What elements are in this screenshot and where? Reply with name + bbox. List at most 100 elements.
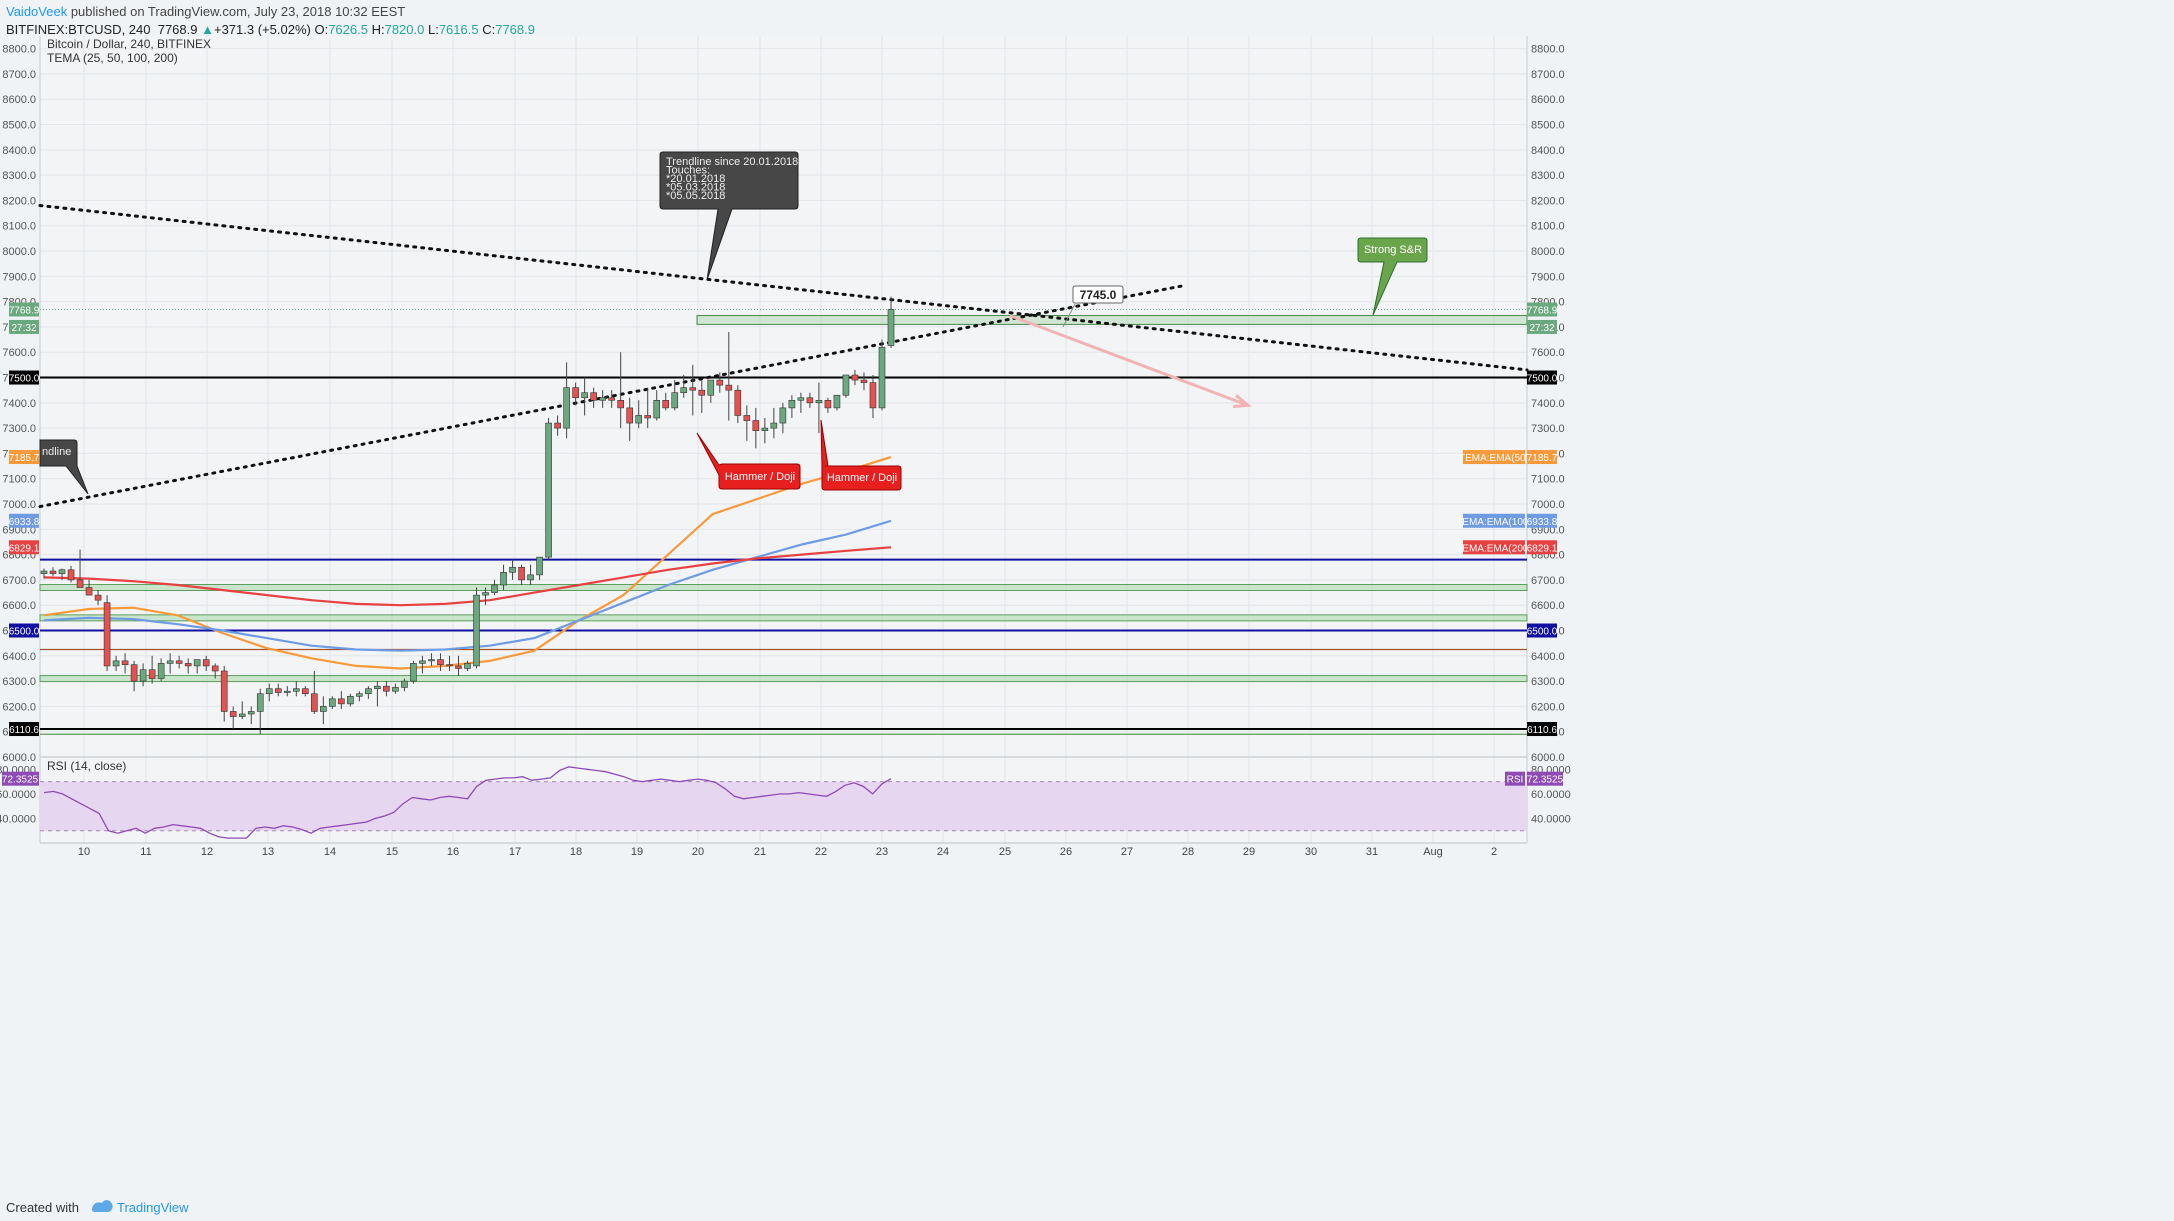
candle-body xyxy=(184,663,192,667)
candle-body xyxy=(833,394,841,409)
x-tick-label: Aug xyxy=(1423,846,1443,858)
trendline-note-line: *05.03.2018 xyxy=(666,182,725,194)
candle-body xyxy=(320,706,327,712)
rsi-right-tick: 60.0000 xyxy=(1531,789,1571,801)
candle-body xyxy=(761,427,769,431)
candle-body xyxy=(770,422,778,429)
price-pane xyxy=(40,36,1527,757)
published-text: published on TradingView.com, July 23, 2… xyxy=(67,4,406,19)
candle-body xyxy=(148,669,156,679)
right-tick-label: 8500.0 xyxy=(1531,120,1565,132)
candle-body xyxy=(635,415,643,424)
x-tick-label: 18 xyxy=(570,846,582,858)
candle-body xyxy=(464,663,471,669)
rsi-value-tag-right-text: 72.3525 xyxy=(1527,775,1564,786)
author-link[interactable]: VaidoVeek xyxy=(6,4,68,19)
x-tick-label: 12 xyxy=(201,846,213,858)
tema-label-text: TEMA:EMA(200) xyxy=(1456,543,1532,554)
left-price-tag xyxy=(9,319,39,334)
x-tick-label: 19 xyxy=(631,846,643,858)
x-tick-label: 30 xyxy=(1305,846,1317,858)
left-price-tag xyxy=(9,450,39,465)
right-tick-label: 6600.0 xyxy=(1531,600,1565,612)
tema-label-box xyxy=(1463,450,1525,465)
left-scale-bg xyxy=(0,36,40,843)
left-price-tag xyxy=(9,623,39,638)
tema-label-text: TEMA:EMA(100) xyxy=(1456,517,1532,528)
created-with-text: Created with xyxy=(6,1200,79,1215)
left-tick-label: 6600.0 xyxy=(2,600,36,612)
candle-body xyxy=(716,379,724,386)
x-tick-label: 17 xyxy=(509,846,521,858)
price-change: +371.3 (+5.02%) xyxy=(213,22,311,37)
trendline-note-line: *05.05.2018 xyxy=(666,190,725,202)
x-tick-label: 22 xyxy=(815,846,827,858)
left-tick-label: 7300.0 xyxy=(2,423,36,435)
countdown-tag-right xyxy=(1527,319,1557,334)
strong-sr-callout xyxy=(1357,237,1428,316)
candle-body xyxy=(365,688,372,695)
candle-body xyxy=(671,392,679,409)
x-tick-label: 29 xyxy=(1243,846,1255,858)
candle-body xyxy=(392,687,399,692)
candle-body xyxy=(536,556,543,576)
right-tick-label: 7000.0 xyxy=(1531,499,1565,511)
right-tick-label: 7600.0 xyxy=(1531,347,1565,359)
right-tick-label: 7400.0 xyxy=(1531,398,1565,410)
rsi-value-tag-left-text: 72.3525 xyxy=(2,775,39,786)
candle-body xyxy=(455,665,462,669)
candle-body xyxy=(662,399,670,409)
rsi-band xyxy=(40,781,1527,831)
candle-body xyxy=(383,685,390,692)
trendline-note-line: *20.01.2018 xyxy=(666,173,725,185)
left-price-tag-text: 7768.9 xyxy=(9,305,40,316)
level-zone xyxy=(39,614,1528,622)
right-tick-label: 8000.0 xyxy=(1531,246,1565,258)
candle-body xyxy=(94,594,102,601)
left-tick-label: 6400.0 xyxy=(2,651,36,663)
left-tick-label: 8300.0 xyxy=(2,170,36,182)
level-zone xyxy=(39,675,1528,683)
last-price: 7768.9 xyxy=(157,22,198,37)
level-tag-right xyxy=(1527,722,1557,737)
candle-body xyxy=(851,374,859,381)
price-chart[interactable]: 6000.06000.06100.06100.06200.06200.06300… xyxy=(0,0,2174,1192)
last-price-tag-right xyxy=(1527,302,1557,317)
candle-body xyxy=(338,698,345,705)
x-tick-label: 15 xyxy=(386,846,398,858)
candle-body xyxy=(76,579,84,588)
candle-body xyxy=(401,680,408,688)
candle-body xyxy=(139,669,147,682)
left-tick-label: 6300.0 xyxy=(2,676,36,688)
tradingview-logo-icon xyxy=(92,1200,113,1212)
tema-line xyxy=(43,546,892,607)
candle-body xyxy=(788,399,796,409)
right-scale-bg xyxy=(1527,36,2174,843)
candle-body xyxy=(374,685,381,689)
left-tick-label: 8600.0 xyxy=(2,94,36,106)
tema-value-tag xyxy=(1527,450,1557,465)
left-price-tag xyxy=(9,302,39,317)
tradingview-brand[interactable]: TradingView xyxy=(117,1200,189,1215)
right-tick-label: 6700.0 xyxy=(1531,575,1565,587)
candle-body xyxy=(806,397,814,404)
rsi-right-tick: 40.0000 xyxy=(1531,813,1571,825)
right-tick-label: 8400.0 xyxy=(1531,145,1565,157)
symbol-label: BITFINEX:BTCUSD, 240 xyxy=(6,22,151,37)
candle-body xyxy=(130,664,138,682)
up-arrow-icon: ▲ xyxy=(201,22,214,37)
rsi-name-tag-text: RSI xyxy=(1507,775,1524,786)
left-price-tag-text: 6110.6 xyxy=(9,725,39,736)
candle-body xyxy=(653,399,661,419)
x-tick-label: 26 xyxy=(1060,846,1072,858)
hammer-callout-1 xyxy=(696,432,801,490)
left-tick-label: 8700.0 xyxy=(2,69,36,81)
left-tick-label: 8200.0 xyxy=(2,195,36,207)
x-tick-label: 10 xyxy=(78,846,90,858)
candle-body xyxy=(202,659,210,667)
trendline-left-callout xyxy=(39,439,89,495)
candle-body xyxy=(491,584,498,593)
candle-body xyxy=(734,389,742,416)
left-tick-label: 7100.0 xyxy=(2,474,36,486)
left-price-tag-text: 6500.0 xyxy=(9,627,40,638)
